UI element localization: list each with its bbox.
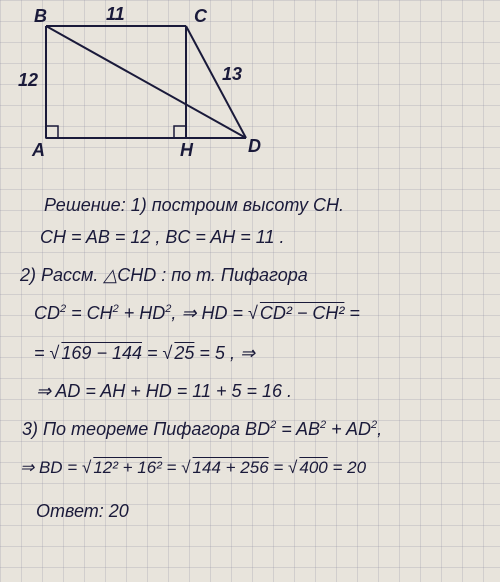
l5-s2: 25: [172, 343, 194, 363]
label-b: B: [34, 6, 47, 27]
solution-line4: CD2 = CH2 + HD2, ⇒ HD = CD² − CH² =: [34, 300, 360, 326]
l4-eq: =: [344, 303, 360, 323]
l5-b: =: [142, 343, 163, 363]
label-cd-len: 13: [222, 64, 242, 85]
label-ab-len: 12: [18, 70, 38, 91]
solution-answer: Ответ: 20: [36, 498, 129, 524]
l5-c: = 5 , ⇒: [194, 343, 255, 363]
l8-r2: 144 + 256: [181, 458, 268, 477]
right-angle-h: [174, 126, 186, 138]
label-d: D: [248, 136, 261, 157]
l5-rad2: 25: [163, 343, 195, 363]
l4-sqrt: CD² − CH²: [258, 303, 345, 323]
l8-s2: 144 + 256: [191, 458, 269, 477]
l8-s1: 12² + 16²: [91, 458, 162, 477]
l7-a: 3) По теореме Пифагора BD: [22, 419, 270, 439]
l8-c: =: [269, 458, 288, 477]
solution-line5: = 169 − 144 = 25 = 5 , ⇒: [34, 340, 255, 366]
trapezoid-diagram: B C A H D 11 12 13: [36, 8, 276, 163]
label-c: C: [194, 6, 207, 27]
right-angle-a: [46, 126, 58, 138]
solution-line1: Решение: 1) построим высоту CH.: [44, 192, 344, 218]
l7-b: = AB: [276, 419, 320, 439]
label-a: A: [32, 140, 45, 161]
label-bc-len: 11: [106, 4, 125, 25]
l8-r3: 400: [288, 458, 328, 477]
solution-line6: ⇒ AD = AH + HD = 11 + 5 = 16 .: [36, 378, 292, 404]
solution-line3: 2) Рассм. △CHD : по т. Пифагора: [20, 262, 308, 288]
l5-a: =: [34, 343, 50, 363]
solution-line8: ⇒ BD = 12² + 16² = 144 + 256 = 400 = 20: [20, 456, 366, 481]
l8-s3: 400: [297, 458, 327, 477]
l4-c: + HD: [119, 303, 166, 323]
l4-b: = CH: [66, 303, 113, 323]
l7-c: + AD: [326, 419, 371, 439]
l8-b: =: [162, 458, 181, 477]
solution-line2: CH = AB = 12 , BC = AH = 11 .: [40, 224, 284, 250]
l4-cd: CD: [34, 303, 60, 323]
l5-rad1: 169 − 144: [50, 343, 142, 363]
l5-s1: 169 − 144: [59, 343, 142, 363]
label-h: H: [180, 140, 193, 161]
l8-r1: 12² + 16²: [82, 458, 162, 477]
solution-line7: 3) По теореме Пифагора BD2 = AB2 + AD2,: [22, 416, 382, 442]
l8-d: = 20: [328, 458, 366, 477]
l4-rad: CD² − CH²: [248, 303, 344, 323]
l4-d: , ⇒ HD =: [171, 303, 248, 323]
l8-a: ⇒ BD =: [20, 458, 82, 477]
